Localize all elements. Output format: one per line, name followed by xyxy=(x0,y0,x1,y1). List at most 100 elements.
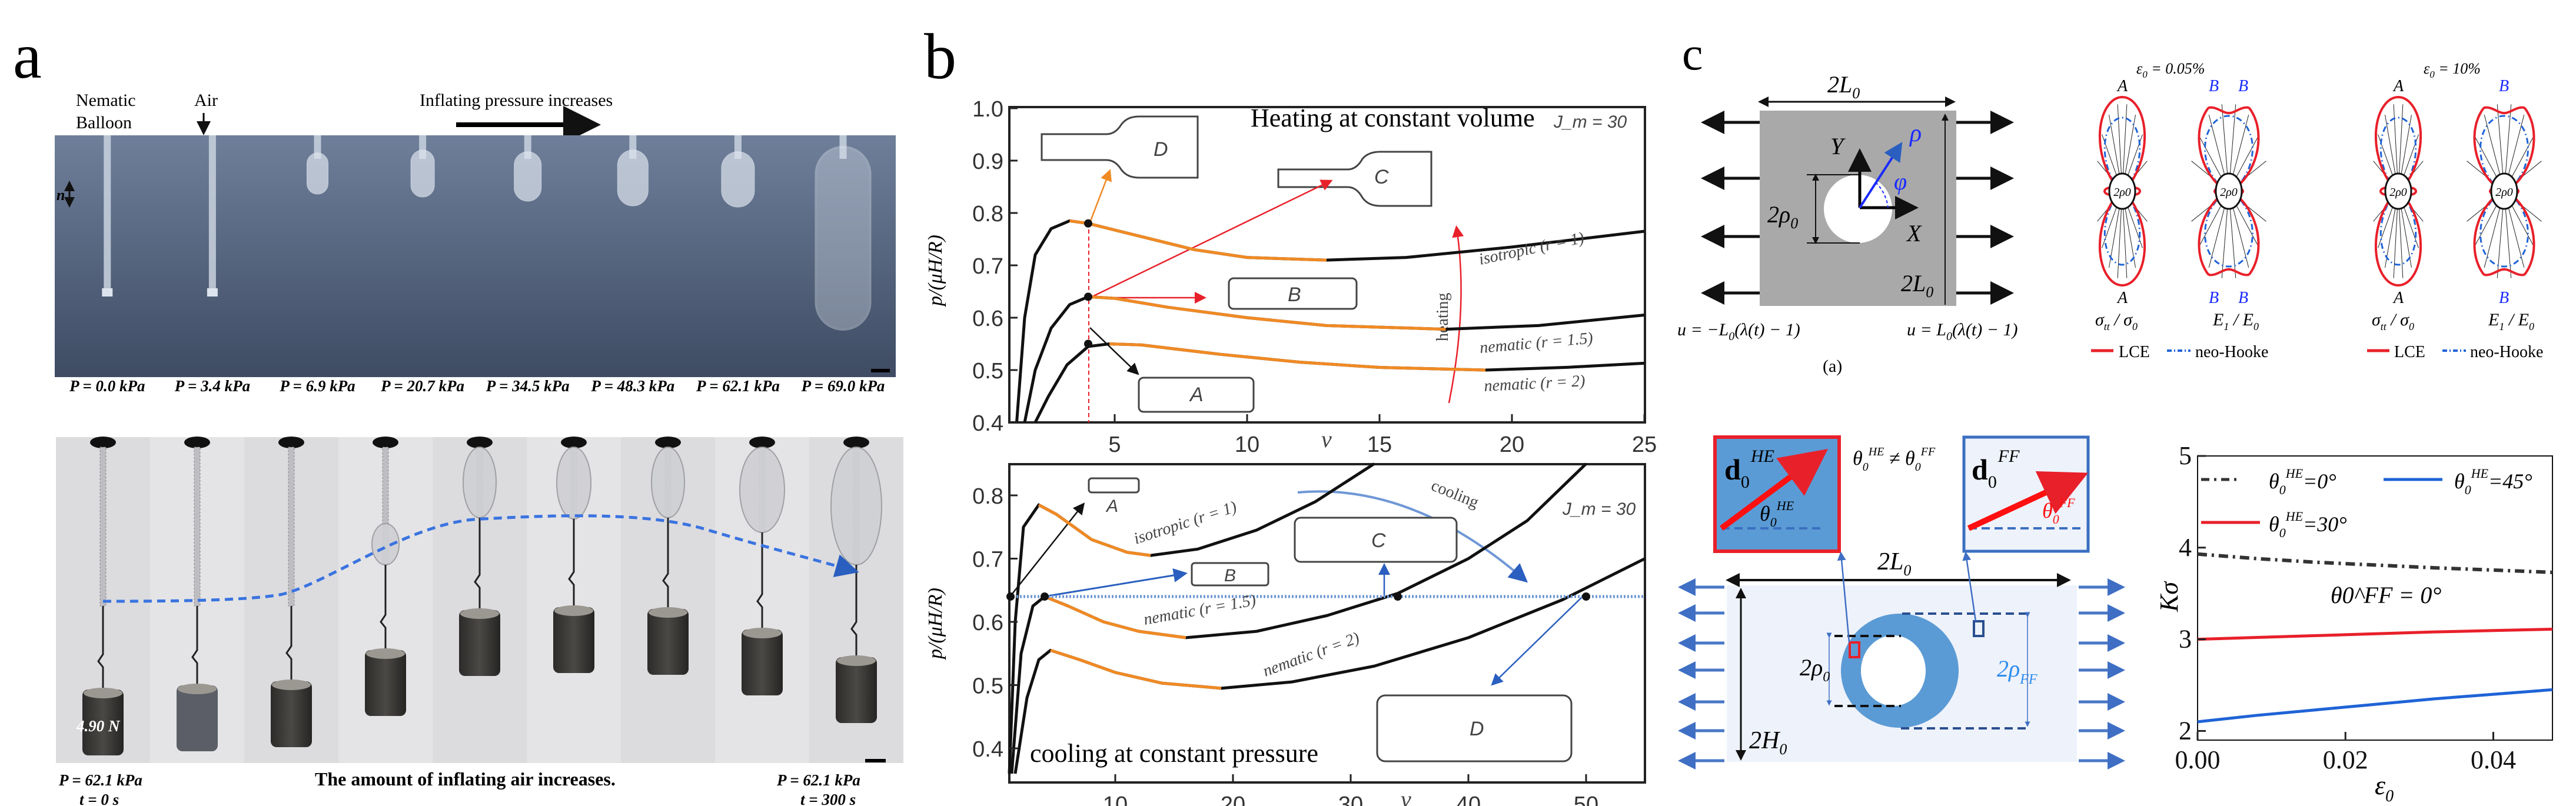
weight-top xyxy=(178,684,217,694)
hole-label: 2ρ0 xyxy=(1767,201,1798,232)
width-label: 2L0 xyxy=(1827,71,1860,102)
series-line xyxy=(2197,627,2553,641)
weight-top xyxy=(837,655,876,666)
air-label: Air xyxy=(194,91,218,110)
point-label: B xyxy=(2499,289,2509,307)
strain-label: ε0 = 10% xyxy=(2424,60,2481,80)
x-tick-label: 0.04 xyxy=(2471,745,2516,774)
state-point xyxy=(1006,592,1015,601)
state-point xyxy=(1084,219,1092,228)
balloon xyxy=(307,152,328,195)
balloon xyxy=(815,146,872,331)
inset-label: A xyxy=(1189,384,1204,406)
label-part: 1 xyxy=(2499,321,2504,332)
panel-label: c xyxy=(1682,28,1703,80)
x-axis-label: ε0 xyxy=(2375,770,2394,805)
legend-label-lce: LCE xyxy=(2394,343,2425,361)
point-label: A xyxy=(2116,77,2128,95)
balloon-shape-inset-a xyxy=(1088,477,1140,494)
series-label: nematic (r = 1.5) xyxy=(1142,591,1258,629)
y-tick-label: 3 xyxy=(2179,625,2192,654)
stress-concentration-chart: 0.00 0.02 0.04 2 3 4 5 θ0HE=0° θ0HE=45° θ0HE=3… xyxy=(2155,441,2553,805)
point-label: B xyxy=(2238,289,2248,307)
hole-label: 2ρ0 xyxy=(2495,186,2513,199)
ff-director-arrow xyxy=(1967,471,2089,531)
series-line xyxy=(1023,295,1645,423)
cooling-chart: cooling at constant pressure J_m = 30 p/… xyxy=(925,462,1646,806)
y-tick-label: 0.4 xyxy=(972,411,1003,436)
series-label: nematic (r = 2) xyxy=(1484,372,1586,395)
rho-arrow xyxy=(1859,142,1903,209)
lce-curve xyxy=(2473,106,2535,277)
hole-circle xyxy=(2108,172,2136,210)
unstable-segment xyxy=(1038,503,1151,557)
label-part: σ xyxy=(2372,310,2381,329)
panel-c: c 2L0 2L0 2ρ0 Y X ρ φ u = −L0(λ(t) − 1) … xyxy=(1677,28,2553,805)
scale-bar xyxy=(865,759,886,762)
y-tick-label: 0.8 xyxy=(972,202,1003,227)
y-tick-label: 0.7 xyxy=(972,548,1003,572)
x-tick-label: 15 xyxy=(1367,432,1392,457)
y-tick-label: 0.6 xyxy=(972,307,1003,331)
hole-circle xyxy=(2490,172,2518,210)
balloon-tube xyxy=(288,447,295,607)
hole-circle xyxy=(2384,172,2412,210)
point-label: B xyxy=(2238,77,2248,95)
start-time: t = 0 s xyxy=(79,791,119,806)
point-label: A xyxy=(2392,77,2404,95)
balloon-neck xyxy=(839,135,847,159)
heating-label: heating xyxy=(1434,293,1452,341)
inflated-balloon xyxy=(739,447,785,533)
jm-annotation: J_m = 30 xyxy=(1562,499,1636,519)
balloon-tube xyxy=(194,447,201,607)
y-tick-label: 0.8 xyxy=(972,484,1003,509)
clamp xyxy=(278,437,304,448)
point-label: A xyxy=(2392,289,2404,307)
load-label: 4.90 N xyxy=(76,717,121,735)
label-part: E xyxy=(2212,310,2223,329)
chart-title: cooling at constant pressure xyxy=(1030,739,1318,768)
balloon-tip xyxy=(102,288,113,297)
weight-top xyxy=(272,680,311,690)
he-director-arrow xyxy=(1720,449,1829,531)
ff-director-label: d0FF xyxy=(1972,447,2020,492)
weight xyxy=(553,607,594,673)
clamp xyxy=(749,437,775,448)
weight-top xyxy=(554,605,593,616)
director-label: n xyxy=(56,186,65,204)
plate-with-hole-schematic: 2L0 2L0 2ρ0 Y X ρ φ u = −L0(λ(t) − 1) u … xyxy=(1677,71,2017,376)
y-axis-label: p/(μH/R) xyxy=(925,588,946,660)
series-label: isotropic (r = 1) xyxy=(1477,229,1586,269)
pressure-caption: P = 69.0 kPa xyxy=(801,377,885,395)
x-tick-label: 0.00 xyxy=(2175,745,2221,774)
arrow-to-c xyxy=(1089,179,1333,299)
label-part: tt xyxy=(2381,321,2387,332)
stress-axis-label: σtt / σ0 xyxy=(2372,310,2414,332)
clamp xyxy=(843,437,869,448)
balloon xyxy=(514,151,542,202)
hole xyxy=(1824,175,1892,243)
balloon-shape-inset-d xyxy=(1376,694,1573,762)
lce-curve xyxy=(2198,106,2260,277)
y-tick-label: 0.5 xyxy=(972,359,1003,384)
series-line xyxy=(2197,552,2553,574)
legend-label: θ0HE=30° xyxy=(2269,509,2347,540)
sub-figure-label: (a) xyxy=(1823,357,1842,376)
clamp xyxy=(467,437,493,448)
inset-label: C xyxy=(1371,529,1386,552)
inset-label: B xyxy=(1288,284,1301,306)
inflated-balloon xyxy=(556,447,591,519)
y-tick-label: 4 xyxy=(2179,533,2192,562)
arrow-to-a xyxy=(1089,327,1139,375)
legend-label-neo-hooke: neo-Hooke xyxy=(2195,343,2268,361)
label-part: 1 xyxy=(2223,321,2229,332)
panel-label: a xyxy=(13,20,42,92)
y-tick-label: 0.4 xyxy=(972,737,1003,762)
series-line xyxy=(2197,688,2553,724)
point-label: B xyxy=(2209,77,2219,95)
plot-frame xyxy=(2197,455,2553,741)
hook-string xyxy=(191,606,198,685)
lifting-series xyxy=(56,437,903,763)
legend-label-lce: LCE xyxy=(2119,343,2150,361)
axis-x-label: X xyxy=(1906,220,1922,247)
